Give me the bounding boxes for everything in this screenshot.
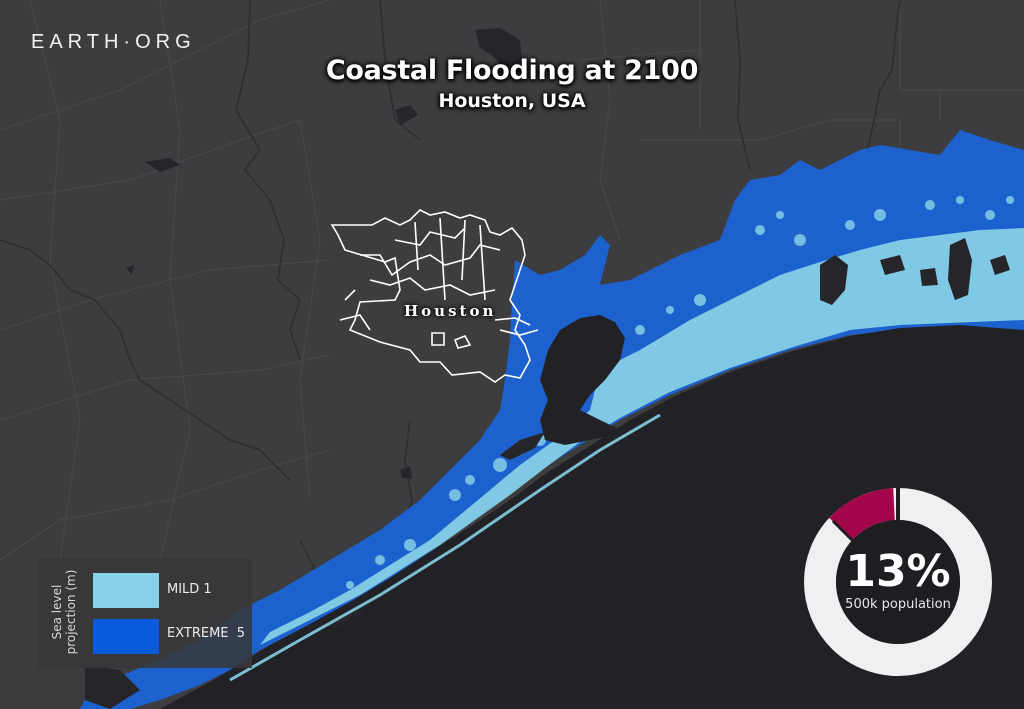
lakes [126,28,522,478]
map-title: Coastal Flooding at 2100 [325,55,699,86]
legend-label-extreme: EXTREME 5 [167,626,246,641]
mild-flood-zone [260,228,1024,645]
gulf-of-mexico [160,325,1024,709]
legend-label-mild: MILD 1 [167,582,212,597]
barrier-island-strip [229,413,661,682]
coastal-lakes [820,238,1010,305]
city-label-houston: Houston [404,302,497,320]
donut-ring [804,488,992,676]
map-legend: Sea level projection (m) MILD 1 EXTREME … [38,558,252,668]
donut-label: 13% 500k population [803,487,993,677]
population-donut-chart: 13% 500k population [803,487,993,677]
map-header: Coastal Flooding at 2100 Houston, USA [262,54,762,114]
houston-city-boundary [330,209,539,383]
legend-swatch-mild [93,573,159,608]
legend-swatch-extreme [93,619,159,654]
donut-gap-left [831,519,855,543]
earth-org-logo: EARTH·ORG [31,31,196,53]
affected-percent: 13% [845,545,951,597]
galveston-bay [540,315,625,445]
legend-axis-title: Sea level projection (m) [50,569,78,655]
donut-center [836,520,960,644]
affected-population: 500k population [845,596,951,612]
donut-affected-arc [829,488,896,541]
map-subtitle: Houston, USA [438,90,586,112]
